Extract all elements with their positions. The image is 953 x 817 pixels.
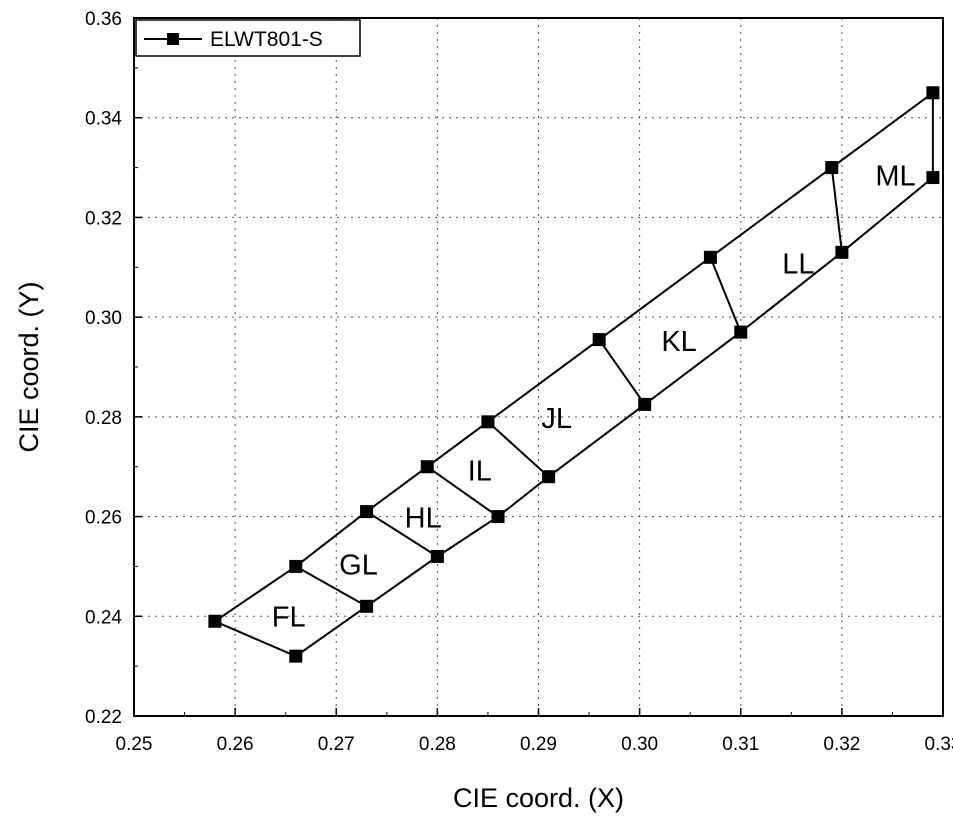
ticks-layer: 0.25 0.26 0.27 0.28 0.29 0.30 0.31 0.32 0.33 0.22… xyxy=(85,9,953,755)
x-tick-label: 0.31 xyxy=(722,734,759,755)
region-label: GL xyxy=(339,549,378,581)
bin-divider-line xyxy=(487,421,550,478)
legend-marker-sample xyxy=(167,33,179,45)
data-point-marker xyxy=(592,333,606,347)
data-point-marker xyxy=(208,614,222,628)
data-point-marker xyxy=(420,460,434,474)
data-point-marker xyxy=(289,649,303,663)
bin-divider-line xyxy=(426,465,499,518)
data-point-marker xyxy=(360,599,374,613)
region-label: ML xyxy=(875,161,915,193)
data-point-marker xyxy=(835,245,849,259)
y-tick-label: 0.24 xyxy=(85,607,122,628)
region-label: IL xyxy=(468,456,492,488)
series-lines xyxy=(214,90,934,658)
region-label: LL xyxy=(782,248,814,280)
bin-divider-line xyxy=(709,256,742,333)
data-point-marker xyxy=(289,559,303,573)
data-point-marker xyxy=(638,397,652,411)
x-tick-label: 0.27 xyxy=(318,734,355,755)
legend-entry-label: ELWT801-S xyxy=(210,28,323,51)
region-label: JL xyxy=(541,403,572,435)
y-axis-title: CIE coord. (Y) xyxy=(14,281,44,452)
bin-divider-line xyxy=(295,565,368,608)
plot-frame xyxy=(133,17,944,717)
x-tick-label: 0.29 xyxy=(520,734,557,755)
y-tick-label: 0.30 xyxy=(85,308,122,329)
data-point-marker xyxy=(430,549,444,563)
region-label: HL xyxy=(405,503,442,535)
y-tick-label: 0.28 xyxy=(85,408,122,429)
x-tick-label: 0.25 xyxy=(116,734,153,755)
legend: ELWT801-S xyxy=(135,19,361,57)
data-point-marker xyxy=(481,415,495,429)
x-tick-label: 0.30 xyxy=(621,734,658,755)
x-axis-title: CIE coord. (X) xyxy=(453,783,624,813)
series-markers xyxy=(208,86,940,663)
y-tick-label: 0.32 xyxy=(85,208,122,229)
y-tick-label: 0.36 xyxy=(85,9,122,30)
data-point-marker xyxy=(825,161,839,175)
data-point-marker xyxy=(926,171,940,185)
data-point-marker xyxy=(542,470,556,484)
data-point-marker xyxy=(491,510,505,524)
grid-layer xyxy=(134,18,943,716)
region-label: KL xyxy=(661,326,696,358)
x-tick-label: 0.28 xyxy=(419,734,456,755)
series-outline xyxy=(214,90,934,658)
bin-divider-line xyxy=(598,339,646,405)
data-point-marker xyxy=(734,325,748,339)
region-labels: FL GL HL IL JL KL LL ML xyxy=(272,161,916,634)
data-point-marker xyxy=(360,505,374,519)
x-tick-label: 0.26 xyxy=(217,734,254,755)
region-label: FL xyxy=(272,601,306,633)
bin-divider-line xyxy=(830,167,843,253)
bin-divider-line xyxy=(366,510,438,558)
y-tick-label: 0.26 xyxy=(85,508,122,529)
data-point-marker xyxy=(926,86,940,100)
data-point-marker xyxy=(703,250,717,264)
x-tick-label: 0.33 xyxy=(925,734,953,755)
y-tick-label: 0.34 xyxy=(85,109,122,130)
y-tick-label: 0.22 xyxy=(85,707,122,728)
x-tick-label: 0.32 xyxy=(823,734,860,755)
